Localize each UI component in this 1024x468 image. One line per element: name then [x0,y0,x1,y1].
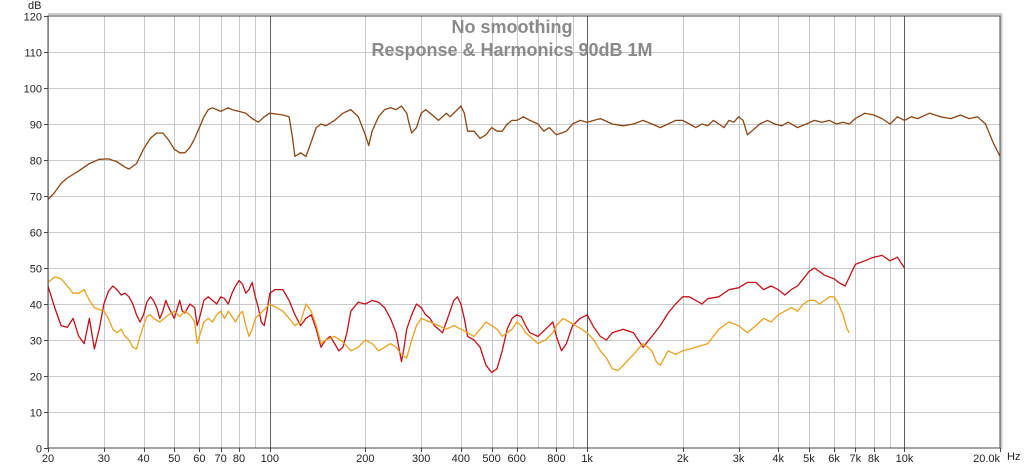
x-tick-label: 5k [803,453,815,465]
x-tick-label: 100 [261,453,279,465]
x-tick-label: 7k [850,453,862,465]
x-tick-label: 6k [828,453,840,465]
major-gridlines [270,16,905,448]
y-tick-label: 20 [30,372,42,384]
x-tick-label: 200 [356,453,374,465]
x-axis-unit-label: Hz [1007,451,1020,463]
x-tick-label: 1k [581,453,593,465]
x-tick-label: 800 [547,453,565,465]
y-tick-label: 10 [30,408,42,420]
x-tick-label: 10k [896,453,914,465]
y-tick-label: 120 [24,12,42,24]
series-line-3 [47,276,850,372]
y-tick-label: 30 [30,336,42,348]
series-line-2 [47,254,906,374]
y-axis: 0 10 20 30 40 50 60 70 80 90 100 110 120 [24,12,48,456]
x-tick-label: 60 [193,453,205,465]
x-tick-label: 20 [42,453,54,465]
y-tick-label: 70 [30,192,42,204]
x-tick-label: 2k [677,453,689,465]
x-tick-label: 600 [508,453,526,465]
y-tick-label: 100 [24,84,42,96]
x-axis: 20 30 40 50 60 70 80 100 200 300 400 500 600 800 1k 2k 3… [42,448,1001,465]
x-tick-label: 3k [733,453,745,465]
series-line-1 [47,105,1001,201]
y-axis-unit-label: dB [28,0,41,12]
x-tick-label: 8k [868,453,880,465]
x-tick-label: 80 [233,453,245,465]
x-tick-label: 40 [137,453,149,465]
series-layer [47,105,1001,374]
chart-title: No smoothing [452,17,573,37]
x-tick-label: 4k [772,453,784,465]
y-tick-label: 50 [30,264,42,276]
chart-subtitle: Response & Harmonics 90dB 1M [371,40,652,60]
x-tick-label: 70 [215,453,227,465]
x-tick-label: 300 [412,453,430,465]
y-tick-label: 60 [30,228,42,240]
y-tick-label: 110 [24,48,42,60]
x-tick-label: 30 [98,453,110,465]
y-tick-label: 90 [30,120,42,132]
x-tick-label: 20.0k [973,453,1000,465]
x-tick-label: 50 [168,453,180,465]
x-tick-label: 400 [452,453,470,465]
y-tick-label: 40 [30,300,42,312]
minor-gridlines [48,16,1001,448]
y-tick-label: 80 [30,156,42,168]
x-tick-label: 500 [482,453,500,465]
y-tick-label: 0 [36,444,42,456]
